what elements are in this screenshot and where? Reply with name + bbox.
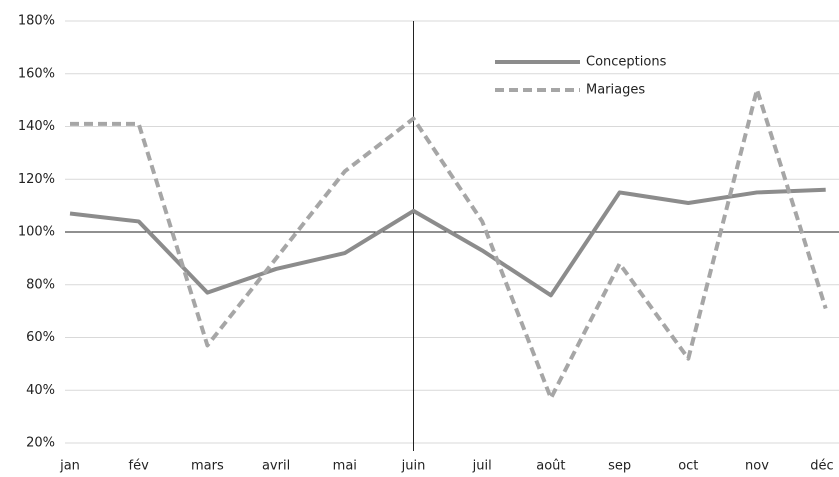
x-tick-label: juin — [401, 459, 426, 474]
x-tick-label: mai — [333, 459, 357, 474]
x-tick-label: août — [536, 459, 565, 474]
x-tick-label: mars — [191, 459, 224, 474]
y-tick-label: 60% — [26, 330, 55, 345]
series-line — [69, 187, 826, 298]
legend-label: Mariages — [586, 83, 645, 98]
y-tick-label: 180% — [18, 14, 55, 29]
y-tick-label: 160% — [18, 66, 55, 81]
series-line — [70, 87, 828, 401]
y-tick-label: 80% — [26, 277, 55, 292]
y-tick-label: 100% — [18, 225, 55, 240]
x-tick-label: déc — [810, 459, 833, 474]
x-tick-label: jan — [59, 459, 80, 474]
x-tick-label: fév — [129, 459, 150, 474]
y-tick-label: 40% — [26, 383, 55, 398]
x-tick-label: avril — [262, 459, 290, 474]
y-tick-label: 140% — [18, 119, 55, 134]
x-tick-label: sep — [608, 459, 631, 474]
y-tick-label: 20% — [26, 436, 55, 451]
x-tick-label: oct — [678, 459, 698, 474]
x-tick-label: juil — [472, 459, 492, 474]
y-tick-label: 120% — [18, 172, 55, 187]
x-tick-label: nov — [745, 459, 769, 474]
legend-label: Conceptions — [586, 55, 667, 70]
